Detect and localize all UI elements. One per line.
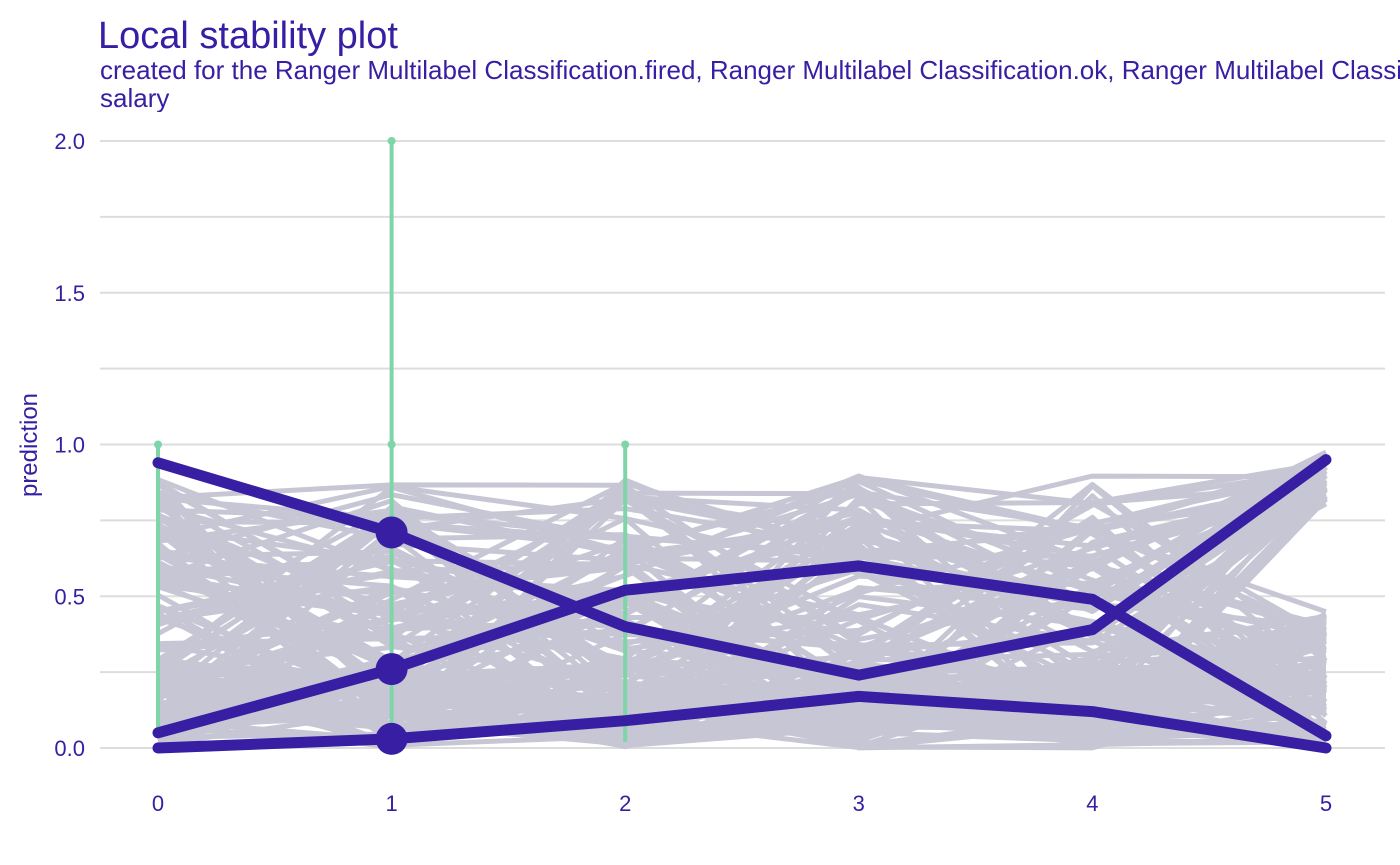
y-tick-label: 0.0 — [54, 736, 85, 761]
residual-endpoint — [387, 137, 396, 145]
neighbor-line — [157, 465, 1328, 689]
observation-point — [375, 653, 408, 686]
y-axis-title: prediction — [16, 393, 43, 497]
x-axis-ticks: 0 1 2 3 4 5 — [152, 791, 1332, 816]
y-tick-label: 1.0 — [54, 433, 85, 458]
neighbor-line — [157, 478, 1327, 744]
y-tick-label: 0.5 — [54, 584, 85, 609]
residual-endpoint — [621, 440, 630, 449]
neighbor-line — [156, 504, 1327, 747]
chart-subtitle-line-1: created for the Ranger Multilabel Classi… — [100, 56, 1400, 85]
chart-title: Local stability plot — [98, 15, 398, 57]
y-tick-label: 1.5 — [54, 281, 85, 306]
neighbor-line — [156, 449, 1328, 740]
y-axis-ticks: 0.0 0.5 1.0 1.5 2.0 — [54, 129, 85, 761]
neighbor-line — [157, 643, 1327, 728]
neighbor-line — [157, 562, 1327, 738]
x-tick-label: 3 — [853, 791, 865, 816]
neighbor-line — [156, 485, 1328, 642]
x-tick-label: 2 — [619, 791, 631, 816]
x-tick-label: 4 — [1086, 791, 1098, 816]
x-tick-label: 0 — [152, 791, 164, 816]
observation-line — [152, 690, 1332, 754]
observation-line — [152, 454, 1332, 681]
observation-point — [375, 516, 408, 549]
observation-points — [375, 516, 408, 755]
chart-subtitle-line-2: salary — [100, 83, 170, 112]
x-tick-label: 5 — [1320, 791, 1332, 816]
y-tick-label: 2.0 — [54, 129, 85, 154]
neighbor-line — [157, 454, 1328, 744]
observation-point — [375, 722, 408, 755]
chart-subtitle: created for the Ranger Multilabel Classi… — [100, 56, 1400, 112]
neighbor-line — [156, 487, 1328, 742]
observation-line — [152, 560, 1332, 742]
neighbor-line — [157, 578, 1327, 745]
x-tick-label: 1 — [385, 791, 397, 816]
residual-endpoint — [387, 440, 396, 449]
residual-endpoint — [154, 440, 162, 449]
observation-lines — [152, 454, 1332, 754]
